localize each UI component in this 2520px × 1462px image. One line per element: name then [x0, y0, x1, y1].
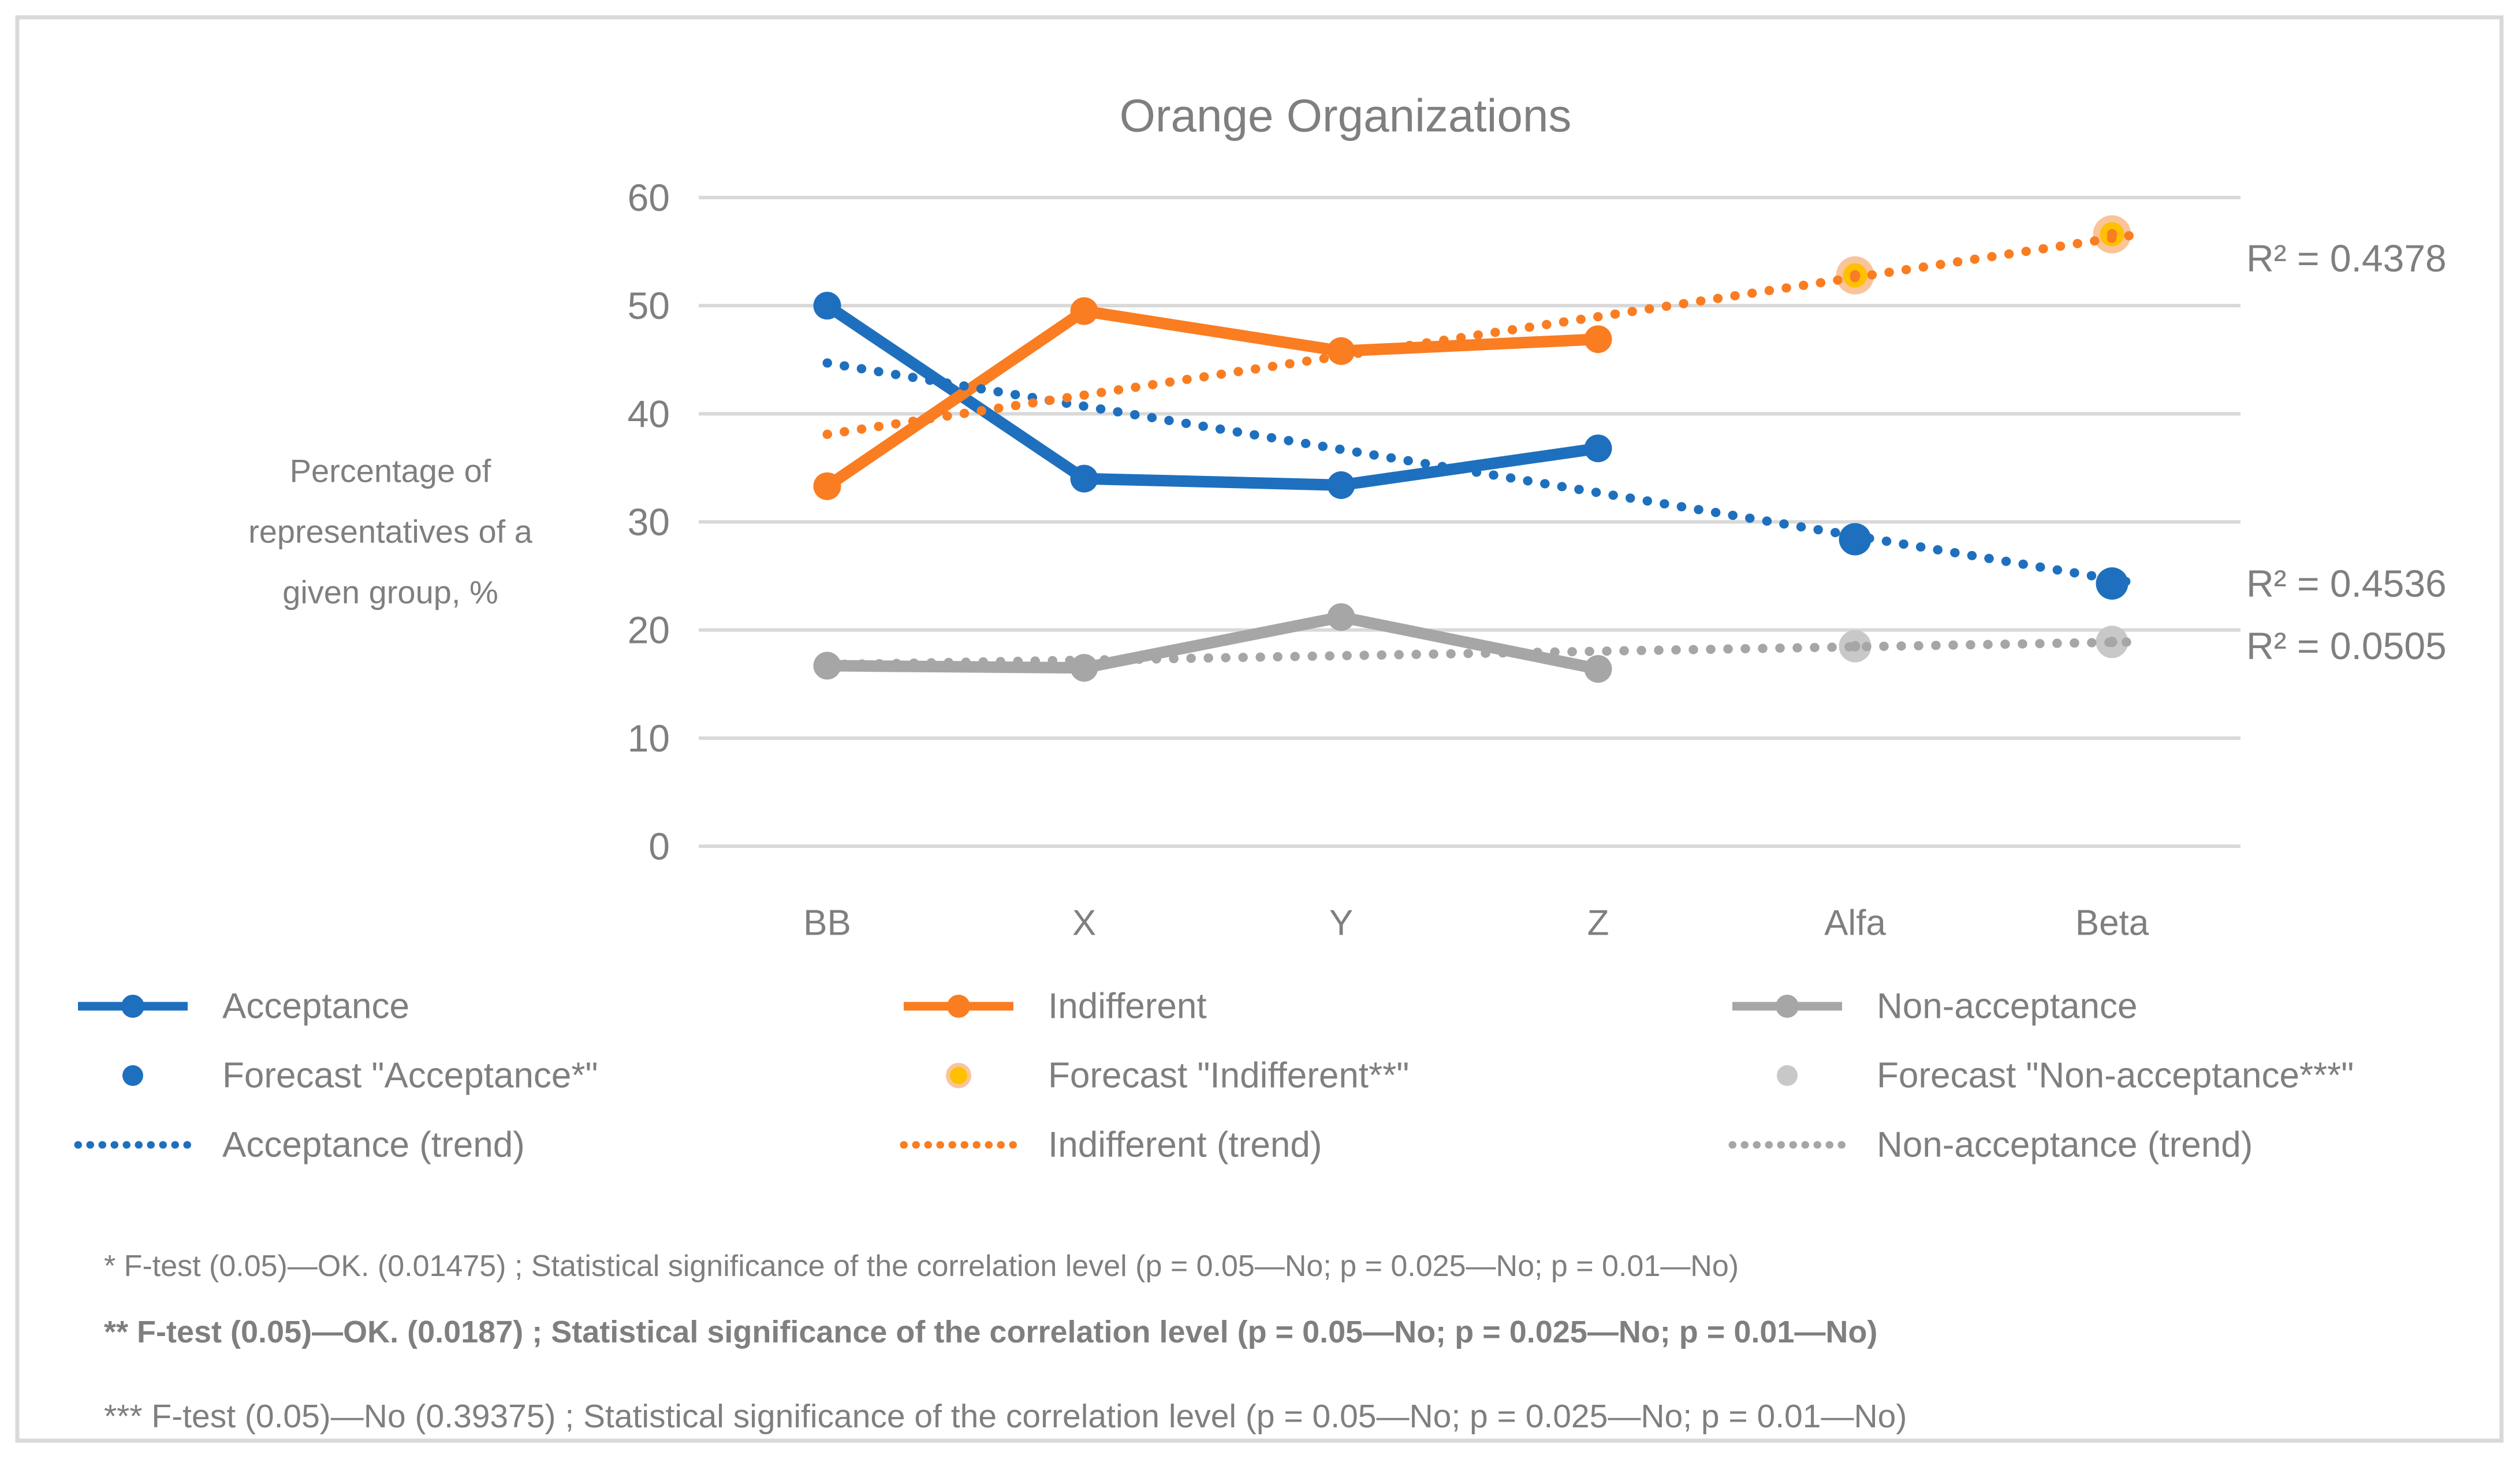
forecast-center-dot	[2107, 229, 2118, 240]
legend-label-indifferent: Indifferent	[1048, 987, 1207, 1026]
footnote-1: * F-test (0.05)—OK. (0.01475) ; Statisti…	[104, 1249, 1739, 1283]
x-category-label: Alfa	[1824, 903, 1886, 943]
forecast-center-dot	[1850, 641, 1861, 652]
y-tick-label: 20	[628, 609, 670, 652]
series-marker-indifferent	[1327, 337, 1355, 365]
y-tick-label: 50	[628, 284, 670, 327]
footnote-2: ** F-test (0.05)—OK. (0.0187) ; Statisti…	[104, 1315, 1877, 1349]
legend-label-non-acceptance: Non-acceptance	[1877, 987, 2138, 1026]
series-marker-acceptance	[1327, 471, 1355, 499]
y-tick-label: 30	[628, 501, 670, 544]
x-category-label: Beta	[2075, 903, 2149, 943]
series-marker-acceptance	[1070, 464, 1098, 493]
y-axis-title-line-1: Percentage of	[290, 453, 491, 489]
legend-label-acceptance-trend-: Acceptance (trend)	[222, 1125, 525, 1165]
forecast-center-dot	[1850, 270, 1861, 281]
legend-key-marker	[121, 995, 144, 1018]
series-marker-acceptance	[813, 292, 841, 320]
forecast-center-dot	[2107, 637, 2118, 648]
x-category-label: Z	[1587, 903, 1609, 943]
series-marker-indifferent	[1584, 325, 1612, 354]
legend-key-marker	[1776, 995, 1799, 1018]
plot-area: 0 10 20 30 40 50 60 BB X Y Z Alfa Beta Acceptance Fore…	[74, 176, 2354, 1165]
trend-line-indifferent-trend-	[822, 229, 2143, 439]
y-tick-label: 10	[628, 717, 670, 760]
chart-title: Orange Organizations	[1120, 90, 1572, 142]
legend-label-forecast-indifferent**-: Forecast "Indifferent**"	[1048, 1056, 1409, 1096]
y-tick-label: 40	[628, 392, 670, 435]
series-marker-non-acceptance	[1327, 603, 1355, 631]
legend-key-forecast-dot	[122, 1065, 143, 1086]
series-marker-indifferent	[1070, 297, 1098, 325]
series-line-non-acceptance	[821, 611, 1604, 675]
figure-border	[15, 15, 2504, 1443]
series-marker-acceptance	[1584, 434, 1612, 463]
y-tick-label: 60	[628, 176, 670, 219]
series-marker-indifferent	[813, 472, 841, 500]
r2-label-acceptance: R² = 0.4536	[2246, 562, 2447, 605]
legend-key-marker	[947, 995, 970, 1018]
footnote-3: *** F-test (0.05)—No (0.39375) ; Statist…	[104, 1398, 1907, 1435]
y-axis-title-line-3: given group, %	[282, 574, 498, 611]
legend-label-non-acceptance-trend-: Non-acceptance (trend)	[1877, 1125, 2253, 1165]
legend-key-forecast-dot	[950, 1067, 967, 1084]
r2-label-indifferent: R² = 0.4378	[2246, 237, 2447, 280]
r2-label-non-acceptance: R² = 0.0505	[2246, 624, 2447, 667]
x-category-label: Y	[1329, 903, 1353, 943]
x-category-label: X	[1072, 903, 1096, 943]
legend-key-forecast-dot	[1777, 1065, 1798, 1086]
series-line-indifferent	[821, 305, 1604, 492]
legend-label-acceptance: Acceptance	[222, 987, 409, 1026]
legend-label-forecast-non-acceptance***-: Forecast "Non-acceptance***"	[1877, 1056, 2354, 1096]
series-marker-non-acceptance	[1584, 655, 1612, 683]
legend-label-forecast-acceptance*-: Forecast "Acceptance*"	[222, 1056, 598, 1096]
x-category-label: BB	[803, 903, 851, 943]
y-axis-title-line-2: representatives of a	[248, 514, 533, 550]
legend-label-indifferent-trend-: Indifferent (trend)	[1048, 1125, 1322, 1165]
forecast-marker	[2096, 567, 2128, 600]
y-tick-label: 0	[648, 825, 670, 868]
trend-line-non-acceptance-trend-	[822, 637, 2143, 669]
